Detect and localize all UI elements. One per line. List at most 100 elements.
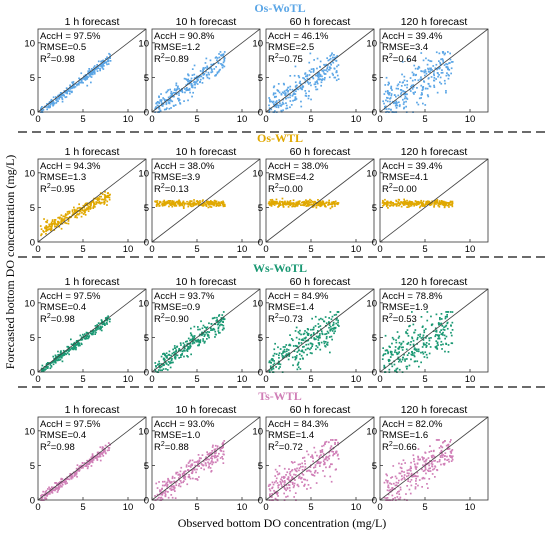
data-point — [390, 353, 393, 355]
data-point — [273, 360, 275, 362]
data-point — [56, 100, 59, 103]
data-point — [314, 469, 317, 472]
data-point — [309, 204, 311, 206]
data-point — [306, 470, 308, 473]
data-point — [327, 64, 329, 67]
data-point — [414, 466, 417, 469]
data-point — [161, 369, 163, 372]
data-point — [190, 472, 193, 474]
data-point — [79, 81, 81, 84]
data-point — [215, 320, 218, 322]
data-point — [387, 97, 389, 99]
data-point — [440, 82, 443, 85]
data-point — [179, 473, 181, 476]
data-point — [335, 56, 338, 58]
data-point — [292, 202, 295, 204]
data-point — [395, 484, 398, 487]
data-point — [160, 102, 163, 105]
data-point — [411, 352, 414, 355]
data-point — [425, 200, 428, 203]
data-point — [448, 69, 451, 71]
data-point — [300, 333, 302, 336]
data-point — [397, 491, 399, 493]
data-point — [305, 199, 307, 201]
data-point — [64, 96, 67, 99]
data-point — [186, 355, 188, 357]
data-point — [315, 482, 318, 484]
data-point — [291, 462, 294, 464]
y-tick-label: 0 — [30, 238, 35, 249]
data-point — [74, 216, 76, 219]
data-point — [449, 58, 452, 61]
data-point — [90, 465, 93, 467]
data-point — [289, 75, 292, 77]
data-point — [157, 496, 160, 499]
data-point — [314, 464, 317, 466]
data-point — [397, 198, 400, 201]
data-point — [42, 369, 44, 372]
data-point — [62, 349, 65, 352]
data-point — [397, 347, 399, 350]
data-point — [401, 349, 404, 351]
data-point — [398, 472, 401, 475]
data-point — [323, 203, 326, 206]
data-point — [155, 201, 157, 203]
data-point — [95, 457, 97, 459]
data-point — [387, 84, 389, 86]
data-point — [330, 203, 333, 206]
data-point — [391, 202, 393, 204]
data-point — [195, 461, 197, 463]
data-point — [422, 88, 424, 91]
data-point — [178, 357, 180, 359]
accuracy-annotation: AccH = 93.0% — [154, 419, 215, 430]
data-point — [207, 202, 209, 204]
data-point — [202, 199, 204, 201]
data-point — [303, 484, 306, 487]
data-point — [175, 480, 178, 483]
data-point — [311, 76, 314, 79]
data-point — [161, 487, 163, 490]
data-point — [271, 101, 274, 104]
data-point — [316, 454, 318, 457]
data-point — [302, 346, 304, 348]
data-point — [172, 91, 175, 94]
data-point — [78, 342, 80, 345]
data-point — [88, 336, 90, 339]
data-point — [191, 337, 194, 340]
data-point — [406, 365, 409, 368]
data-point — [76, 216, 78, 219]
data-point — [96, 199, 99, 202]
data-point — [443, 206, 446, 209]
data-point — [284, 346, 286, 348]
data-point — [308, 201, 310, 204]
x-tick-label: 10 — [465, 502, 476, 513]
data-point — [407, 474, 410, 477]
data-point — [406, 343, 409, 345]
data-point — [301, 350, 304, 353]
data-point — [277, 360, 280, 363]
data-point — [316, 460, 319, 463]
data-point — [307, 339, 310, 342]
data-point — [42, 367, 45, 370]
data-point — [52, 355, 55, 358]
data-point — [168, 102, 171, 105]
data-point — [282, 350, 285, 353]
data-point — [104, 196, 107, 199]
data-point — [83, 337, 86, 340]
data-point — [65, 96, 68, 98]
data-point — [61, 356, 63, 359]
data-point — [445, 311, 447, 313]
data-point — [214, 74, 216, 77]
data-point — [316, 472, 319, 474]
data-point — [58, 225, 61, 228]
data-point — [443, 463, 446, 466]
data-point — [219, 51, 222, 53]
data-point — [292, 199, 295, 202]
data-point — [221, 314, 224, 316]
data-point — [283, 477, 285, 479]
data-point — [191, 342, 194, 345]
data-point — [174, 497, 177, 499]
data-point — [439, 456, 442, 458]
data-point — [390, 93, 393, 95]
